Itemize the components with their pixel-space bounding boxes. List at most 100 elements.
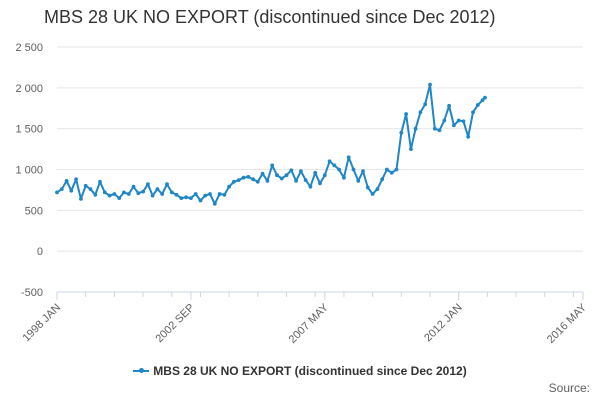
data-point <box>102 190 107 195</box>
data-point <box>471 110 475 115</box>
data-point <box>370 192 375 196</box>
data-point <box>88 187 93 192</box>
data-point <box>107 193 112 198</box>
chart-title: MBS 28 UK NO EXPORT (discontinued since … <box>44 7 496 27</box>
x-tick-label: 2007 MAY <box>287 301 332 346</box>
y-tick-label: 500 <box>25 205 43 217</box>
data-point <box>346 155 351 160</box>
data-point <box>64 179 69 183</box>
data-point <box>380 177 385 182</box>
data-point <box>447 103 451 108</box>
data-point <box>212 201 217 206</box>
x-tick-label: 2016 MAY <box>545 301 590 346</box>
legend-label: MBS 28 UK NO EXPORT (discontinued since … <box>153 364 467 378</box>
data-point <box>141 189 146 194</box>
data-point <box>303 178 308 183</box>
y-tick-label: 2 500 <box>15 42 43 54</box>
data-point <box>222 192 227 197</box>
data-point <box>365 185 370 190</box>
data-point <box>251 177 256 182</box>
data-point <box>246 175 251 179</box>
data-point <box>413 126 418 131</box>
data-point <box>55 190 59 195</box>
data-point <box>375 187 380 192</box>
x-tick-label: 2002 SEP <box>153 302 197 346</box>
data-point <box>184 195 189 200</box>
data-point <box>356 179 361 183</box>
data-point <box>289 168 294 173</box>
data-point <box>409 147 413 152</box>
data-point <box>83 183 88 188</box>
data-point <box>59 187 64 192</box>
data-point <box>189 196 193 201</box>
data-point <box>351 167 356 172</box>
legend: MBS 28 UK NO EXPORT (discontinued since … <box>0 364 600 378</box>
series-line <box>56 83 486 205</box>
data-point <box>394 167 399 172</box>
data-point <box>227 184 232 189</box>
data-point <box>217 192 222 196</box>
data-point <box>418 110 423 115</box>
data-point <box>432 126 437 131</box>
data-point <box>179 196 184 201</box>
data-point <box>160 192 165 196</box>
data-point <box>69 188 74 193</box>
y-tick-label: 2 000 <box>15 83 43 95</box>
data-point <box>117 196 122 201</box>
legend-item[interactable]: MBS 28 UK NO EXPORT (discontinued since … <box>133 364 467 378</box>
data-point <box>169 190 174 195</box>
data-point <box>337 167 341 172</box>
y-tick-label: 0 <box>37 246 43 258</box>
data-point <box>136 191 141 196</box>
source-label: Source: <box>548 381 590 395</box>
data-point <box>442 118 447 123</box>
data-point <box>308 184 313 189</box>
data-point <box>480 98 485 102</box>
y-tick-label: 1 500 <box>15 124 43 136</box>
data-point <box>361 169 365 174</box>
y-tick-label: -500 <box>21 287 43 299</box>
data-point <box>193 192 198 196</box>
data-point <box>456 118 461 123</box>
data-point <box>475 103 480 107</box>
data-point <box>174 192 179 197</box>
y-tick-label: 1 000 <box>15 165 43 177</box>
data-point <box>265 179 270 183</box>
data-point <box>232 179 236 184</box>
data-point <box>122 190 126 195</box>
x-tick-label: 2012 JAN <box>422 302 465 345</box>
data-point <box>452 123 456 128</box>
data-point <box>466 134 471 139</box>
data-point <box>198 198 203 203</box>
data-point <box>428 82 432 87</box>
data-point <box>275 173 279 178</box>
data-point <box>131 184 136 189</box>
data-point <box>236 178 241 183</box>
data-point <box>208 192 212 196</box>
grid-layer <box>57 46 583 293</box>
data-point <box>318 181 322 186</box>
data-point <box>150 193 155 198</box>
data-point <box>332 163 337 168</box>
data-point <box>98 179 102 184</box>
data-point <box>241 175 246 180</box>
data-point <box>112 192 117 196</box>
data-point <box>327 159 332 164</box>
data-point <box>270 163 275 168</box>
data-point <box>483 95 487 100</box>
legend-line-marker-icon <box>133 367 150 375</box>
data-point <box>284 173 289 178</box>
data-point <box>203 193 208 198</box>
data-point <box>385 167 389 172</box>
series-layer <box>55 82 487 206</box>
data-point <box>313 170 318 175</box>
data-point <box>322 173 327 178</box>
data-point <box>155 187 160 192</box>
data-point <box>279 176 284 181</box>
data-point <box>423 102 428 107</box>
data-point <box>399 130 404 135</box>
data-point <box>255 179 260 184</box>
axis-layer <box>56 291 584 300</box>
data-point <box>146 182 150 187</box>
data-point <box>165 182 169 187</box>
